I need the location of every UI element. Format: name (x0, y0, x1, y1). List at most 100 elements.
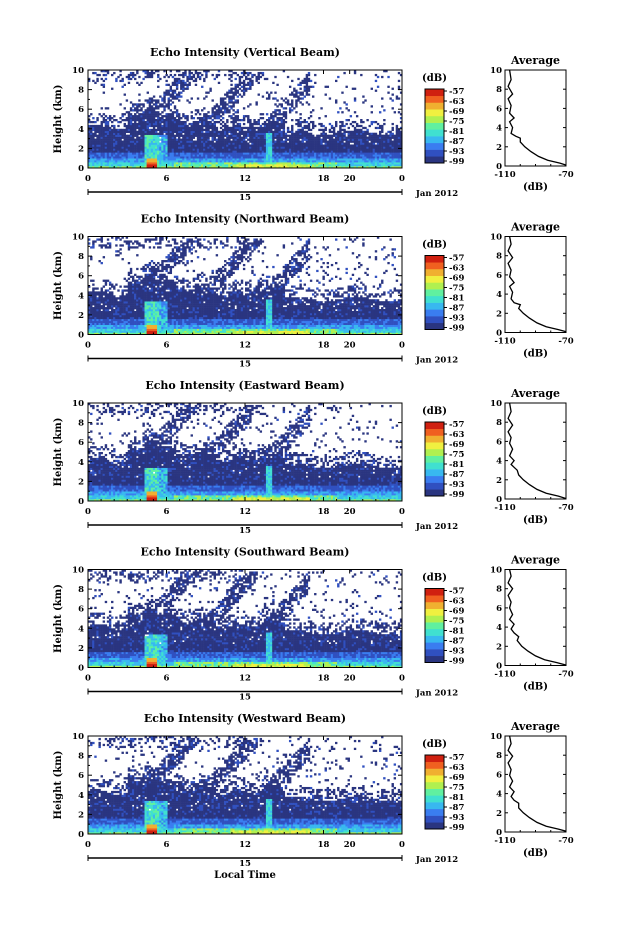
heatmap-cell (111, 148, 113, 150)
heatmap-cell (339, 164, 341, 166)
heatmap-cell (197, 154, 199, 156)
heatmap-cell (270, 129, 272, 131)
heatmap-cell (247, 117, 249, 119)
heatmap-cell (197, 160, 199, 162)
heatmap-cell (264, 143, 266, 145)
heatmap-cell (272, 143, 274, 145)
heatmap-cell (176, 143, 178, 145)
heatmap-cell (186, 162, 188, 164)
heatmap-cell (90, 154, 92, 156)
heatmap-cell (163, 148, 165, 150)
heatmap-cell (178, 133, 180, 135)
heatmap-cell (191, 115, 193, 117)
heatmap-cell (157, 143, 159, 145)
heatmap-cell (245, 143, 247, 145)
heatmap-cell (205, 156, 207, 158)
heatmap-cell (178, 115, 180, 117)
heatmap-cell (318, 144, 320, 146)
heatmap-cell (161, 150, 163, 152)
heatmap-cell (140, 133, 142, 135)
heatmap-cell (278, 160, 280, 162)
heatmap-cell (199, 131, 201, 133)
heatmap-cell (230, 152, 232, 154)
heatmap-cell (161, 137, 163, 139)
heatmap-cell (201, 156, 203, 158)
heatmap-cell (255, 101, 257, 103)
heatmap-cell (253, 158, 255, 160)
heatmap-cell (285, 144, 287, 146)
heatmap-cell (168, 162, 170, 164)
heatmap-cell (109, 143, 111, 145)
heatmap-cell (149, 125, 151, 127)
heatmap-cell (170, 127, 172, 129)
heatmap-cell (186, 137, 188, 139)
heatmap-cell (276, 141, 278, 143)
heatmap-cell (299, 164, 301, 166)
heatmap-cell (130, 107, 132, 109)
heatmap-cell (128, 129, 130, 131)
heatmap-cell (245, 158, 247, 160)
heatmap-cell (337, 146, 339, 148)
heatmap-cell (278, 146, 280, 148)
heatmap-cell (314, 125, 316, 127)
heatmap-cell (199, 113, 201, 115)
heatmap-cell (230, 101, 232, 103)
heatmap-cell (237, 164, 239, 166)
heatmap-cell (184, 137, 186, 139)
heatmap-cell (203, 80, 205, 82)
heatmap-cell (176, 135, 178, 137)
heatmap-cell (214, 146, 216, 148)
heatmap-cell (297, 158, 299, 160)
heatmap-cell (155, 105, 157, 107)
heatmap-cell (255, 146, 257, 148)
heatmap-cell (245, 135, 247, 137)
heatmap-cell (109, 119, 111, 121)
heatmap-cells (88, 70, 402, 168)
heatmap-cell (331, 144, 333, 146)
heatmap-cell (168, 146, 170, 148)
heatmap-cell (157, 74, 159, 76)
heatmap-cell (170, 119, 172, 121)
heatmap-cell (320, 144, 322, 146)
heatmap-cell (226, 129, 228, 131)
heatmap-cell (203, 117, 205, 119)
heatmap-cell (119, 144, 121, 146)
heatmap-cell (325, 141, 327, 143)
heatmap-cell (111, 152, 113, 154)
heatmap-cell (239, 125, 241, 127)
heatmap-cell (216, 141, 218, 143)
heatmap-cell (121, 164, 123, 166)
heatmap-cell (188, 137, 190, 139)
heatmap-cell (128, 123, 130, 125)
heatmap-cell (226, 111, 228, 113)
heatmap-cell (182, 158, 184, 160)
heatmap-cell (103, 154, 105, 156)
heatmap-cell (138, 117, 140, 119)
heatmap-cell (297, 99, 299, 101)
heatmap-cell (159, 113, 161, 115)
heatmap-cell (105, 119, 107, 121)
heatmap-cell (172, 123, 174, 125)
heatmap-cell (188, 160, 190, 162)
heatmap-cell (115, 131, 117, 133)
heatmap-cell (128, 76, 130, 78)
heatmap-cell (245, 146, 247, 148)
heatmap-cell (165, 135, 167, 137)
heatmap-cell (218, 162, 220, 164)
heatmap-cell (132, 109, 134, 111)
heatmap-cell (232, 109, 234, 111)
heatmap-cell (251, 129, 253, 131)
heatmap-cell (299, 158, 301, 160)
heatmap-cell (281, 164, 283, 166)
heatmap-cell (147, 156, 149, 158)
heatmap-cell (107, 107, 109, 109)
heatmap-cell (218, 82, 220, 84)
heatmap-cell (107, 162, 109, 164)
heatmap-cell (274, 115, 276, 117)
heatmap-cell (165, 148, 167, 150)
heatmap-cell (264, 146, 266, 148)
heatmap-cell (140, 156, 142, 158)
heatmap-cell (268, 160, 270, 162)
heatmap-cell (195, 131, 197, 133)
heatmap-cell (174, 97, 176, 99)
